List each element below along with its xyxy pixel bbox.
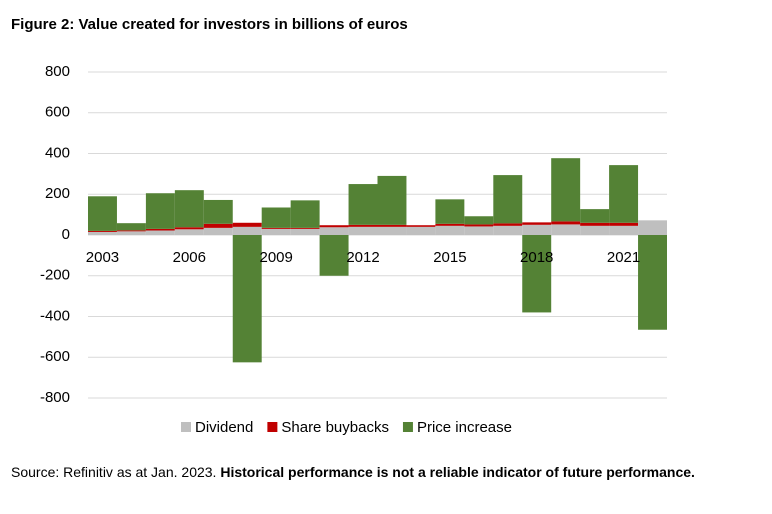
bar-segment <box>290 228 320 235</box>
x-tick-label: 2009 <box>259 249 292 266</box>
bar-segment <box>638 235 667 330</box>
bar-segment <box>522 224 552 235</box>
bar-segment <box>435 199 465 224</box>
bar-segment <box>319 227 349 235</box>
bar-segment <box>377 224 407 227</box>
bar-segment <box>290 227 320 229</box>
bar-segment <box>116 231 146 235</box>
bar-segment <box>116 223 146 231</box>
bar-segment <box>522 235 552 313</box>
bar-segment <box>464 216 494 225</box>
bar-segment <box>580 222 610 226</box>
bar-segment <box>638 220 667 235</box>
legend-label: Share buybacks <box>281 419 389 436</box>
source-note: Historical performance is not a reliable… <box>220 464 695 480</box>
y-tick-label: -400 <box>40 307 70 324</box>
bar-segment <box>145 230 175 235</box>
bar-segment <box>203 227 233 235</box>
bar-segment <box>580 225 610 235</box>
bar-segment <box>551 158 581 222</box>
bar-segment <box>145 193 175 229</box>
y-tick-label: 400 <box>45 144 70 161</box>
bar-segment <box>88 231 117 235</box>
bar-segment <box>174 227 204 230</box>
bar-segment <box>580 209 610 223</box>
bar-segment <box>203 223 233 228</box>
bar-segment <box>609 222 639 226</box>
y-tick-label: -800 <box>40 389 70 406</box>
source: Source: Refinitiv as at Jan. 2023. Histo… <box>11 464 695 480</box>
bar-segment <box>522 222 552 225</box>
x-tick-label: 2006 <box>173 249 206 266</box>
source-text: Source: Refinitiv as at Jan. 2023. <box>11 464 216 480</box>
legend-swatch <box>181 422 191 432</box>
bar-segment <box>174 229 204 235</box>
y-tick-label: 600 <box>45 104 70 121</box>
y-tick-label: 800 <box>45 63 70 80</box>
bar-segment <box>290 200 320 228</box>
bar-segment <box>435 223 465 226</box>
bar-segment <box>232 226 262 235</box>
bar-segment <box>377 226 407 235</box>
bar-segment <box>203 199 233 224</box>
bar-segment <box>551 224 581 235</box>
chart-title: Figure 2: Value created for investors in… <box>11 16 408 33</box>
bar-segment <box>406 225 436 227</box>
x-tick-label: 2003 <box>86 249 119 266</box>
bar-segment <box>145 228 175 231</box>
bar-segment <box>261 228 291 235</box>
bar-segment <box>261 207 291 228</box>
bar-segment <box>319 235 349 276</box>
bar-segment <box>609 225 639 235</box>
bar-segment <box>232 222 262 227</box>
y-tick-label: -600 <box>40 348 70 365</box>
bar-segment <box>319 225 349 228</box>
bar-segment <box>377 175 407 225</box>
bar-segment <box>493 225 523 235</box>
bar-segment <box>406 226 436 235</box>
bar-segment <box>493 223 523 226</box>
bar-segment <box>348 184 378 225</box>
x-tick-label: 2012 <box>346 249 379 266</box>
bar-segment <box>551 221 581 225</box>
bar-segment <box>88 230 117 232</box>
y-tick-label: -200 <box>40 267 70 284</box>
legend-label: Dividend <box>195 419 253 436</box>
bar-segment <box>493 175 523 224</box>
bar-segment <box>116 230 146 232</box>
x-tick-label: 2021 <box>607 249 640 266</box>
bar-segment <box>348 226 378 235</box>
x-tick-label: 2015 <box>433 249 466 266</box>
x-tick-label: 2018 <box>520 249 553 266</box>
y-tick-label: 0 <box>62 226 70 243</box>
bar-segment <box>464 226 494 235</box>
legend-swatch <box>267 422 278 432</box>
bar-segment <box>348 224 378 227</box>
bar-segment <box>609 165 639 223</box>
bar-segment <box>435 225 465 235</box>
bar-segment <box>88 196 117 231</box>
bar-segment <box>174 190 204 228</box>
legend-label: Price increase <box>417 419 512 436</box>
bar-segment <box>232 235 262 363</box>
bar-segment <box>464 224 494 227</box>
legend-swatch <box>402 422 413 432</box>
y-tick-label: 200 <box>45 185 70 202</box>
bar-segment <box>261 227 291 229</box>
